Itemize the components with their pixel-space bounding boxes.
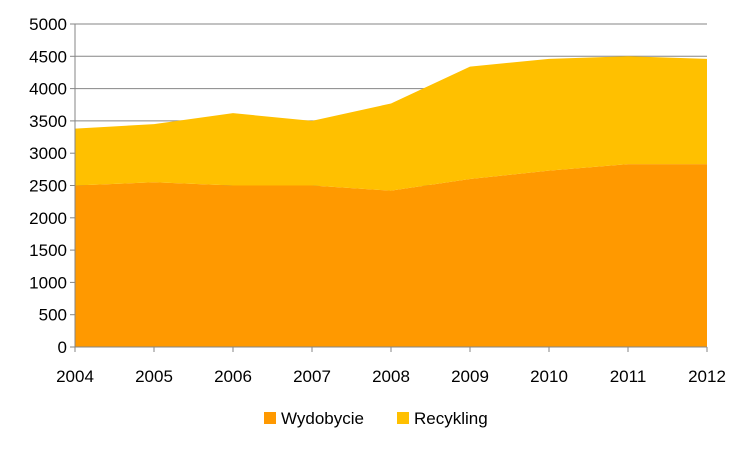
y-tick-label: 2000 (29, 209, 67, 228)
y-tick-label: 2500 (29, 177, 67, 196)
area-wydobycie (75, 164, 707, 347)
y-tick-label: 4500 (29, 47, 67, 66)
legend-label-recykling: Recykling (414, 409, 488, 428)
x-tick-label: 2008 (372, 367, 410, 386)
y-tick-label: 5000 (29, 15, 67, 34)
area-recykling (75, 56, 707, 191)
y-tick-label: 500 (39, 306, 67, 325)
legend-swatch-wydobycie (264, 412, 276, 424)
x-axis-ticks: 2004 2005 2006 2007 2008 2009 2010 2011 2012 (56, 347, 726, 386)
x-tick-label: 2012 (688, 367, 726, 386)
y-tick-label: 3500 (29, 112, 67, 131)
x-tick-label: 2011 (610, 367, 647, 386)
y-axis-ticks: 0 500 1000 1500 2000 2500 3000 3500 4000 4500 5000 (29, 15, 75, 357)
legend-label-wydobycie: Wydobycie (281, 409, 364, 428)
y-tick-label: 4000 (29, 80, 67, 99)
y-tick-label: 1500 (29, 241, 67, 260)
x-tick-label: 2007 (293, 367, 331, 386)
y-tick-label: 1000 (29, 273, 67, 292)
legend-swatch-recykling (397, 412, 409, 424)
x-tick-label: 2009 (451, 367, 489, 386)
area-series (75, 56, 707, 347)
x-tick-label: 2010 (530, 367, 568, 386)
y-tick-label: 0 (58, 338, 67, 357)
x-tick-label: 2006 (214, 367, 252, 386)
x-tick-label: 2004 (56, 367, 94, 386)
y-tick-label: 3000 (29, 144, 67, 163)
legend: Wydobycie Recykling (264, 409, 488, 428)
x-tick-label: 2005 (135, 367, 173, 386)
